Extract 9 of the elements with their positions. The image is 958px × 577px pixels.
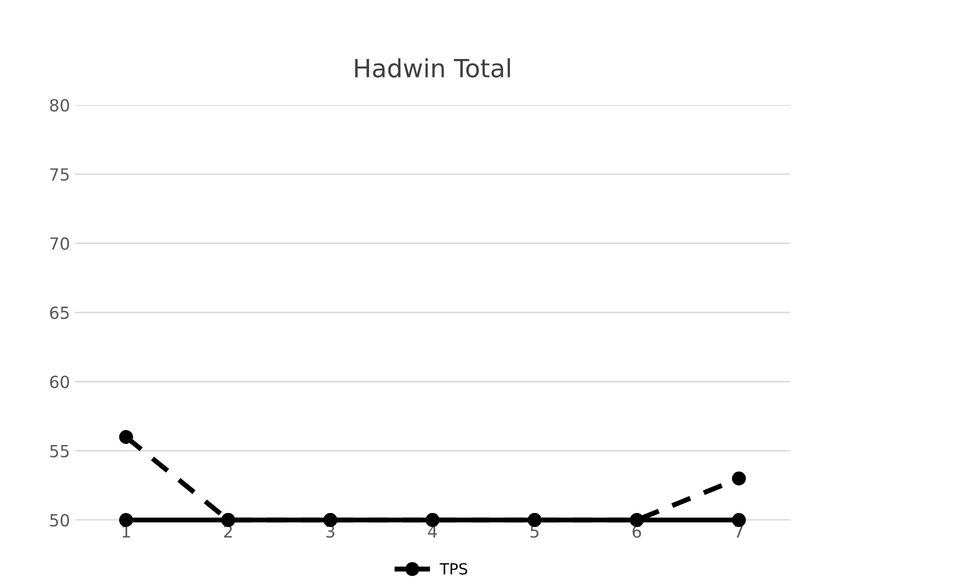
y-tick-label: 55 (50, 445, 69, 458)
chart-title: Hadwin Total (355, 58, 510, 78)
y-tick-label: 65 (50, 306, 69, 320)
y-tick-label: 80 (50, 98, 70, 112)
legend-label: TPS (440, 563, 468, 575)
y-tick-label: 75 (50, 168, 69, 181)
y-tick-label: 50 (50, 514, 70, 527)
y-tick-label: 60 (50, 376, 70, 388)
y-tick-label: 70 (50, 237, 70, 250)
